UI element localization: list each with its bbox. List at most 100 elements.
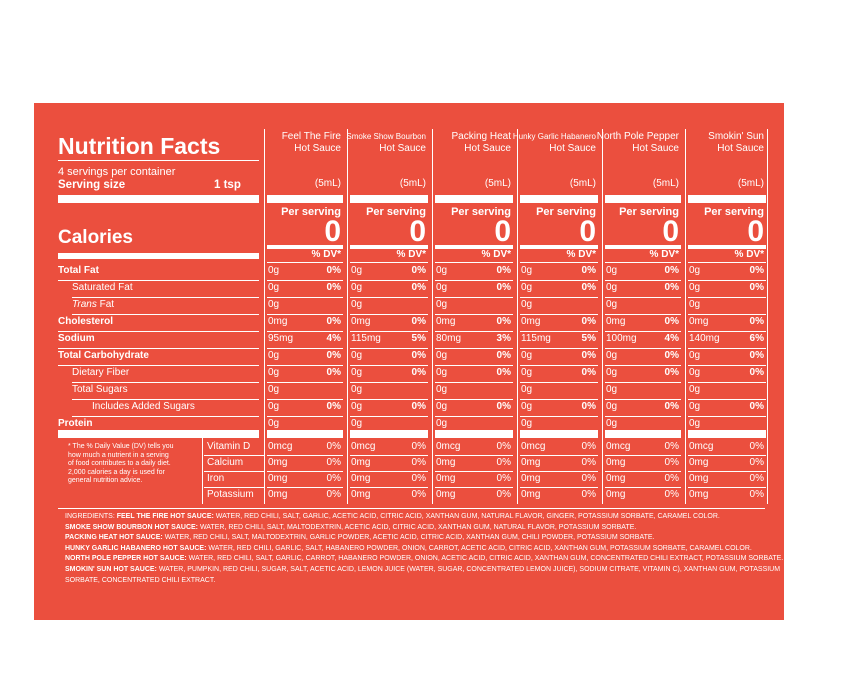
nutrient-label: Protein [58,418,93,429]
nutrient-amount: 0g [351,384,363,395]
mineral-amount: 0mcg [351,441,376,452]
nutrient-amount: 0g [436,384,448,395]
dv-header: % DV* [311,249,341,260]
nutrient-amount: 0g [689,418,701,429]
row-rule [267,314,343,315]
mineral-amount: 0mg [351,457,371,468]
mineral-label: Potassium [207,489,254,500]
mineral-rule [350,455,428,456]
nutrient-amount: 0g [689,367,701,378]
row-rule [520,297,598,298]
nutrient-amount: 0g [606,282,618,293]
ingredient-product-name: FEEL THE FIRE HOT SAUCE: [116,513,214,520]
nutrition-label-panel: Nutrition Facts 4 servings per container… [34,103,784,620]
thick-rule [435,195,513,203]
nutrient-amount: 0g [436,282,448,293]
mineral-dv: 0% [664,457,679,468]
mineral-rule [520,487,598,488]
nutrient-label: Cholesterol [58,316,114,327]
nutrient-dv: 5% [581,333,596,344]
row-rule [267,382,343,383]
mineral-amount: 0mcg [521,441,546,452]
product-subname: Hot Sauce [294,143,341,154]
mineral-dv: 0% [496,489,511,500]
nutrient-amount: 0g [268,282,280,293]
row-rule [688,365,766,366]
nutrient-dv: 5% [411,333,426,344]
nutrient-amount: 115mg [521,333,551,344]
mineral-amount: 0mg [436,489,456,500]
nutrient-dv: 6% [749,333,764,344]
row-rule [520,416,598,417]
mineral-amount: 0mg [606,489,626,500]
mineral-dv: 0% [411,441,426,452]
nutrient-dv: 0% [581,350,596,361]
nutrient-amount: 0g [351,299,363,310]
row-rule [435,348,513,349]
mineral-dv: 0% [581,489,596,500]
nutrient-label: Trans Fat [72,299,115,310]
nutrient-amount: 0g [268,418,280,429]
row-rule [435,399,513,400]
footnote-line: * The % Daily Value (DV) tells you [68,443,174,450]
nutrient-label: Total Fat [58,265,99,276]
row-rule [605,399,681,400]
mineral-dv: 0% [326,489,341,500]
nutrient-amount: 0g [606,401,618,412]
mineral-label: Calcium [207,457,244,468]
serving-size-label: Serving size [58,179,126,191]
mineral-rule [435,487,513,488]
serving-ml: (5mL) [569,178,596,189]
nutrient-dv: 0% [749,350,764,361]
ingredient-product-name: NORTH POLE PEPPER HOT SAUCE: [65,555,187,563]
dv-rule [688,262,766,263]
product-subname: Hot Sauce [549,143,596,154]
dv-rule [520,262,598,263]
row-rule [350,297,428,298]
mineral-amount: 0mg [351,473,371,484]
nutrient-dv: 0% [749,316,764,327]
mineral-amount: 0mg [268,489,288,500]
mineral-dv: 0% [411,489,426,500]
nutrient-dv: 0% [496,350,511,361]
row-rule [605,416,681,417]
row-rule [605,382,681,383]
product-subname: Hot Sauce [717,143,764,154]
ingredient-list: WATER, RED CHILI, SALT, MALTODEXTRIN, GA… [162,534,655,542]
row-rule [72,382,259,383]
product-subname: Hot Sauce [464,143,511,154]
mineral-dv: 0% [749,441,764,452]
nutrient-amount: 0mg [436,316,456,327]
row-rule [350,348,428,349]
thick-rule-top [58,195,259,203]
mineral-rule [520,455,598,456]
nutrient-label: Saturated Fat [72,282,133,293]
row-rule [605,331,681,332]
nutrient-amount: 0g [689,350,701,361]
thick-rule [267,195,343,203]
row-rule [435,314,513,315]
ingredient-list: SORBATE, CONCENTRATED CHILI EXTRACT. [65,576,216,584]
ingredient-line: HUNKY GARLIC HABANERO HOT SAUCE: WATER, … [65,544,775,555]
footnote-line: 2,000 calories a day is used for [68,468,165,476]
row-rule [72,314,259,315]
nutrient-dv: 0% [581,265,596,276]
ingredients-block: INGREDIENTS: FEEL THE FIRE HOT SAUCE: WA… [65,512,783,586]
row-rule [350,365,428,366]
nutrient-dv: 0% [326,401,341,412]
row-rule [350,280,428,281]
mineral-label: Vitamin D [207,441,251,452]
row-rule [605,365,681,366]
mineral-rule [688,471,766,472]
nutrient-dv: 0% [664,316,679,327]
row-rule [688,382,766,383]
nutrient-dv: 4% [664,333,679,344]
mineral-rule [267,487,343,488]
nutrient-amount: 95mg [268,333,294,344]
nutrient-amount: 0g [521,418,533,429]
nutrient-amount: 0mg [521,316,541,327]
row-rule [72,416,259,417]
ingredient-list: WATER, PUMPKIN, RED CHILI, SUGAR, SALT, … [156,565,781,573]
row-rule [688,280,766,281]
row-rule [688,399,766,400]
